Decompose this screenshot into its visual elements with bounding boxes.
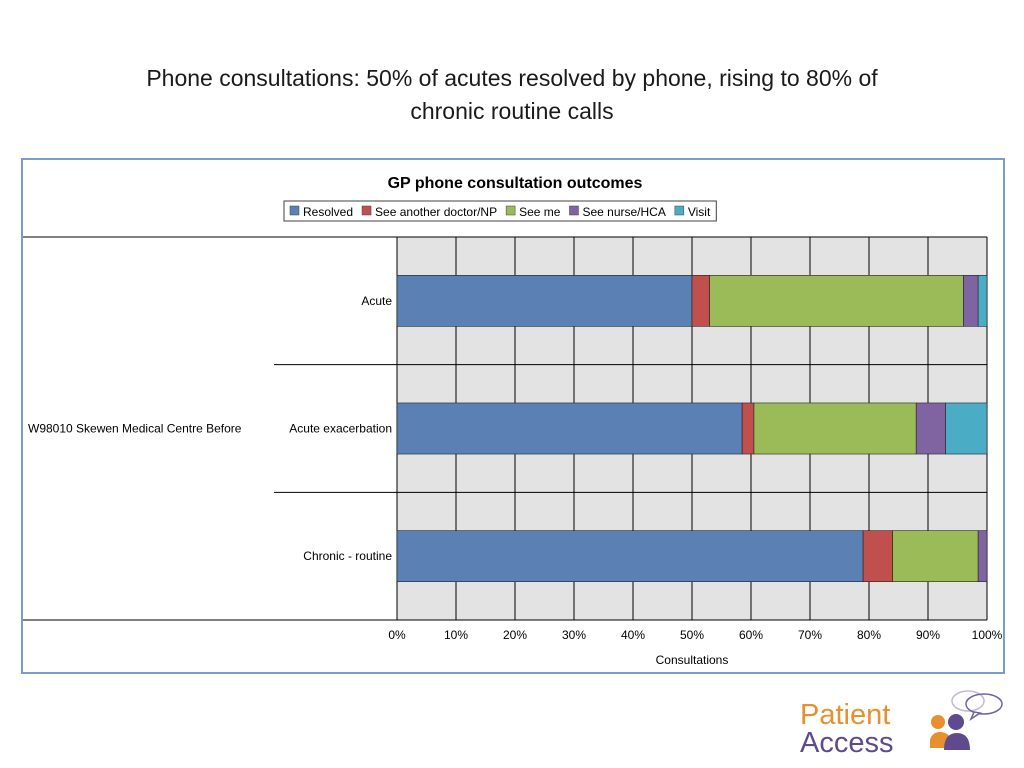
logo-text-access: Access: [800, 727, 894, 759]
slide-title-line-2: chronic routine calls: [410, 98, 614, 124]
x-tick-label: 90%: [916, 628, 940, 642]
bar-segment: [753, 402, 917, 455]
x-tick-label: 70%: [798, 628, 822, 642]
bar-segment: [396, 275, 693, 327]
slide-title: Phone consultations: 50% of acutes resol…: [60, 62, 964, 128]
x-tick-label: 0%: [388, 628, 406, 642]
logo-text-patient: Patient: [800, 699, 891, 731]
x-tick-label: 20%: [503, 628, 527, 642]
bar-segment: [977, 530, 988, 582]
bar-segment: [977, 275, 988, 327]
x-tick-label: 10%: [444, 628, 468, 642]
bar-segment: [691, 275, 711, 327]
bar-segment: [862, 530, 893, 582]
group-label: W98010 Skewen Medical Centre Before: [28, 422, 242, 436]
logo-mark-icon: [930, 690, 1003, 750]
x-tick-label: 60%: [739, 628, 763, 642]
category-label: Acute: [361, 294, 392, 308]
legend-swatch: [289, 205, 300, 216]
legend-label: See nurse/HCA: [582, 205, 665, 219]
slide-title-line-1: Phone consultations: 50% of acutes resol…: [146, 65, 878, 91]
x-tick-label: 30%: [562, 628, 586, 642]
legend-label: Visit: [688, 205, 711, 219]
x-tick-label: 40%: [621, 628, 645, 642]
bar-segment: [741, 402, 755, 455]
chart-title: GP phone consultation outcomes: [388, 175, 643, 192]
bar-segment: [396, 530, 864, 582]
legend-swatch: [569, 205, 579, 216]
patient-access-logo: Patient Access: [800, 688, 1015, 758]
legend-swatch: [505, 205, 516, 216]
chart-legend: Resolved See another doctor/NP See me See n…: [283, 200, 717, 222]
stacked-bar-chart: GP phone consultation outcomes Resolved Se…: [23, 175, 1003, 667]
x-tick-label: 80%: [857, 628, 881, 642]
bar-segment: [915, 402, 947, 455]
category-label: Acute exacerbation: [289, 422, 392, 436]
bar-segment: [963, 275, 979, 327]
legend-label: See another doctor/NP: [375, 205, 497, 219]
legend-box: [283, 200, 717, 222]
legend-label: Resolved: [303, 205, 353, 219]
chart-frame: GP phone consultation outcomes Resolved Se…: [21, 158, 1005, 674]
x-axis-label: Consultations: [656, 653, 729, 667]
legend-swatch: [674, 205, 685, 216]
legend-label: See me: [519, 205, 561, 219]
legend-swatch: [361, 205, 372, 216]
x-tick-label: 100%: [972, 628, 1003, 642]
bar-segment: [892, 530, 979, 582]
category-label: Chronic - routine: [303, 549, 392, 563]
bar-segment: [709, 275, 964, 327]
x-tick-label: 50%: [680, 628, 704, 642]
bar-segment: [396, 402, 743, 455]
bar-segment: [945, 402, 988, 455]
